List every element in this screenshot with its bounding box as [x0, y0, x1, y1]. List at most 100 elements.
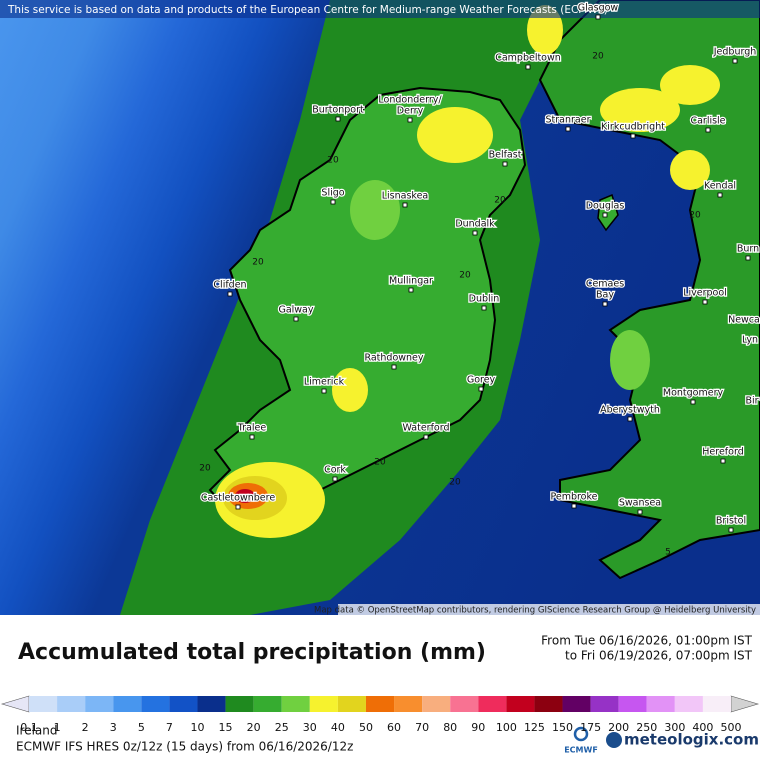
notice: This service is based on data and produc…: [7, 4, 608, 16]
city-label: Bir: [745, 396, 758, 407]
city-label: Liverpool: [683, 288, 727, 299]
colorbar-swatch: [225, 696, 254, 712]
colorbar-label: 300: [664, 721, 685, 734]
colorbar-label: 250: [636, 721, 657, 734]
colorbar-label: 70: [415, 721, 429, 734]
colorbar-label: 2: [82, 721, 89, 734]
colorbar-label: 7: [166, 721, 173, 734]
city-marker: [690, 399, 696, 405]
city-label: Hereford: [702, 447, 743, 458]
colorbar-swatch: [29, 696, 58, 712]
colorbar-label: 125: [524, 721, 545, 734]
colorbar-swatch: [281, 696, 310, 712]
city-label: Cemaes: [586, 279, 624, 290]
colorbar-swatch: [309, 696, 338, 712]
ecmwf-logo: ECMWF: [564, 746, 598, 755]
city-label: Burtonport: [312, 105, 364, 116]
city-marker: [478, 386, 484, 392]
city-label: Dundalk: [455, 219, 495, 230]
city-label: Clifden: [213, 280, 246, 291]
city-label: Derry: [397, 106, 424, 117]
colorbar-label: 175: [580, 721, 601, 734]
region: Ireland: [16, 724, 58, 738]
colorbar-swatch: [422, 696, 451, 712]
colorbar-label: 150: [552, 721, 573, 734]
city-label: Sligo: [321, 188, 344, 199]
city-marker: [235, 504, 241, 510]
colorbar-label: 400: [692, 721, 713, 734]
colorbar-swatch: [365, 696, 395, 712]
colorbar-label: 30: [303, 721, 317, 734]
model: ECMWF IFS HRES 0z/12z (15 days) from 06/…: [16, 740, 353, 754]
colorbar-label: 10: [190, 721, 204, 734]
city-label: Galway: [278, 305, 313, 316]
city-label: Kirkcudbright: [601, 122, 665, 133]
contour-label: 20: [592, 52, 604, 62]
period-from: From Tue 06/16/2026, 01:00pm IST: [541, 634, 753, 648]
city-label: Bristol: [716, 516, 746, 527]
city-labels: Glasgow Campbeltown Jedburgh Burtonport Lond…: [200, 1, 760, 533]
city-label: Glasgow: [578, 3, 619, 14]
city-label: Rathdowney: [364, 353, 423, 364]
isle-of-man: [597, 193, 619, 232]
city-marker: [321, 388, 327, 394]
colorbar-label: 15: [219, 721, 233, 734]
city-marker: [728, 527, 734, 533]
colorbar-swatch: [337, 696, 366, 712]
city-marker: [407, 117, 413, 123]
city-marker: [602, 301, 608, 307]
city-marker: [525, 64, 531, 70]
city-label: Montgomery: [663, 388, 724, 399]
contour-label: 5: [665, 548, 671, 558]
colorbar-swatch: [85, 696, 114, 712]
city-label: Jedburgh: [713, 47, 757, 58]
city-label: Waterford: [402, 423, 449, 434]
period-to: to Fri 06/19/2026, 07:00pm IST: [565, 649, 753, 663]
city-marker: [595, 14, 601, 20]
colorbar-swatch: [702, 696, 731, 712]
colorbar-label: 200: [608, 721, 629, 734]
city-label: Lyn: [742, 335, 758, 346]
colorbar-label: 25: [275, 721, 289, 734]
colorbar-label: 1: [54, 721, 61, 734]
city-marker: [335, 116, 341, 122]
contour-label: 20: [689, 211, 701, 221]
colorbar-swatch: [506, 696, 535, 712]
colorbar-arrow-low: [0, 695, 30, 713]
city-label: Bay: [596, 290, 614, 301]
contour-label: 20: [199, 464, 211, 474]
meteologix-logo: meteologix.com: [624, 731, 759, 749]
city-label: Tralee: [237, 423, 267, 434]
city-label: Cork: [324, 465, 346, 476]
contour-label: 20: [459, 271, 471, 281]
attribution: Map data © OpenStreetMap contributors, r…: [314, 606, 756, 616]
colorbar-label: 100: [496, 721, 517, 734]
city-label: Douglas: [586, 201, 625, 212]
city-label: Belfast: [489, 150, 522, 161]
city-marker: [293, 316, 299, 322]
colorbar-swatch: [169, 696, 198, 712]
colorbar-swatch: [394, 696, 423, 712]
city-marker: [472, 230, 478, 236]
colorbar-swatch: [590, 696, 619, 712]
colorbar-swatch: [562, 696, 591, 712]
colorbar-swatch: [57, 696, 86, 712]
city-label: Aberystwyth: [600, 405, 660, 416]
colorbar-swatch: [141, 696, 170, 712]
precip-blobs: [215, 5, 720, 538]
city-marker: [408, 287, 414, 293]
city-label: Stranraer: [546, 115, 591, 126]
city-marker: [745, 255, 751, 261]
city-marker: [630, 133, 636, 139]
city-label: Lisnaskea: [382, 191, 429, 202]
colorbar-label: 20: [247, 721, 261, 734]
attribution-bg: [338, 604, 760, 616]
city-label: Mullingar: [389, 276, 433, 287]
colorbar-label: 50: [359, 721, 373, 734]
city-marker: [571, 503, 577, 509]
city-label: Kendal: [704, 181, 736, 192]
ecmwf-icon: [573, 726, 589, 742]
city-marker: [502, 161, 508, 167]
